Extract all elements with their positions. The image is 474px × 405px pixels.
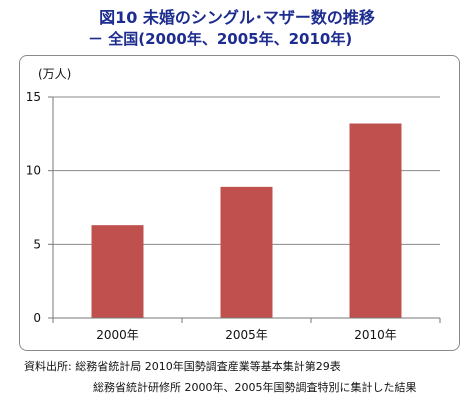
x-category-label: 2010年 [354,328,397,342]
bar [91,225,144,318]
x-category-label: 2000年 [96,328,139,342]
bar [220,186,273,318]
y-tick-label: 5 [33,237,41,251]
y-tick-label: 15 [26,90,41,104]
bar [349,123,402,319]
chart-frame [19,55,460,351]
source-line-2: 総務省統計研修所 2000年、2005年国勢調査特別に集計した結果 [93,381,417,394]
bar-chart: (万人) 0 5 10 15 2000年 2005年 2010年 [26,67,441,342]
y-tick-label: 10 [26,164,41,178]
y-tick-label: 0 [33,311,41,325]
source-line-1: 資料出所: 総務省統計局 2010年国勢調査産業等基本集計第29表 [24,360,341,373]
chart-subtitle: － 全国(2000年、2005年、2010年) [88,30,353,48]
chart-title: 図10 未婚のシングル･マザー数の推移 [99,8,375,27]
y-unit-label: (万人) [38,67,71,81]
x-category-label: 2005年 [225,328,268,342]
